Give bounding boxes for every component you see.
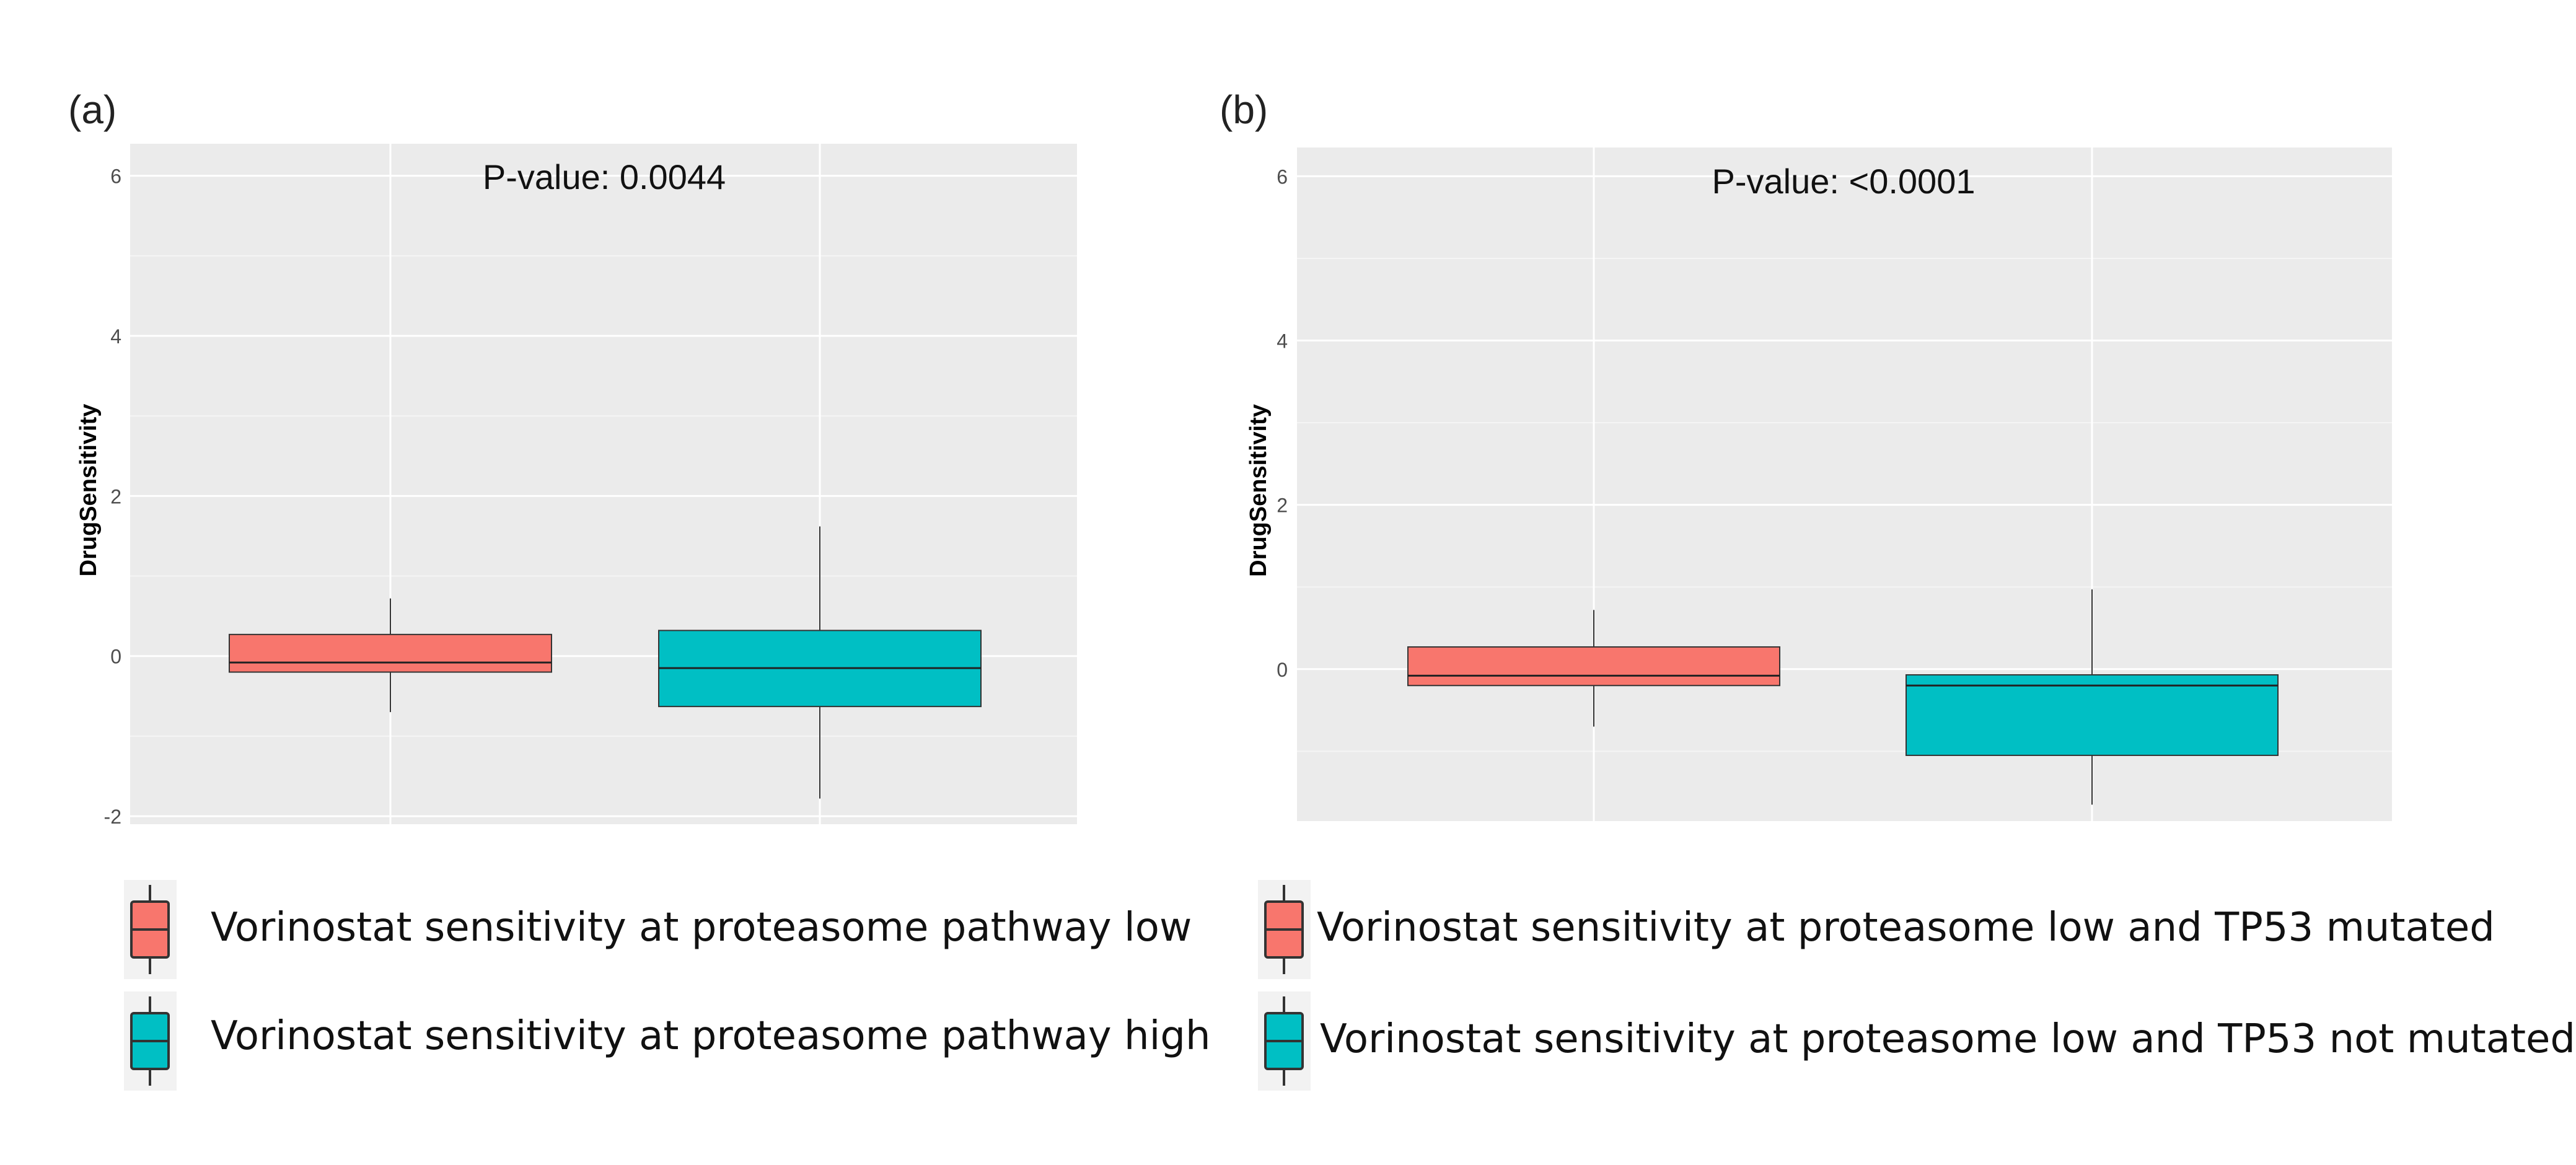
chart-a-box-low — [229, 633, 552, 673]
chart-a-ytick-label: -2 — [104, 806, 121, 828]
chart-b-ytick-label: 0 — [1277, 659, 1288, 681]
chart-b-box-low — [1407, 646, 1780, 687]
chart-b-y-axis-label: DrugSensitivity — [1246, 404, 1272, 577]
panel-a-label: (a) — [68, 87, 117, 132]
legend-label-a-low: Vorinostat sensitivity at proteasome pat… — [211, 905, 1192, 951]
panel-b-label: (b) — [1220, 87, 1268, 132]
legend-label-b-high: Vorinostat sensitivity at proteasome low… — [1320, 1016, 2576, 1062]
chart-b-pvalue-annotation: P-value: <0.0001 — [1712, 162, 1976, 201]
legend-label-b-low: Vorinostat sensitivity at proteasome low… — [1317, 905, 2495, 951]
chart-a-ytick-label: 2 — [110, 485, 121, 508]
chart-a-ytick-label: 0 — [110, 646, 121, 668]
chart-b-ytick-label: 4 — [1277, 330, 1288, 353]
chart-a-pvalue-annotation: P-value: 0.0044 — [483, 157, 726, 196]
chart-a-y-axis-label: DrugSensitivity — [76, 404, 102, 577]
chart-b-box-high — [1906, 674, 2279, 756]
chart-a-plot-background — [130, 144, 1077, 824]
chart-a-ytick-label: 6 — [110, 165, 121, 188]
chart-a-ytick-label: 4 — [110, 325, 121, 348]
legend-label-a-high: Vorinostat sensitivity at proteasome pat… — [211, 1013, 1211, 1059]
chart-b-ytick-label: 6 — [1277, 165, 1288, 188]
chart-b-ytick-label: 2 — [1277, 495, 1288, 517]
